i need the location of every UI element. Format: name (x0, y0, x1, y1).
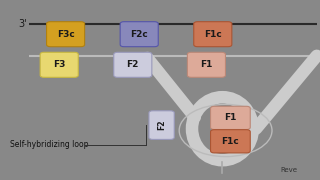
Text: F2: F2 (157, 120, 166, 130)
Text: Self-hybridizing loop: Self-hybridizing loop (10, 140, 88, 149)
FancyBboxPatch shape (46, 22, 84, 47)
Text: Reve: Reve (280, 167, 297, 173)
Text: F1c: F1c (204, 30, 222, 39)
Text: F2c: F2c (130, 30, 148, 39)
FancyBboxPatch shape (114, 52, 152, 77)
Text: 3': 3' (18, 19, 27, 29)
FancyBboxPatch shape (40, 52, 78, 77)
Text: F3c: F3c (57, 30, 75, 39)
Text: F1: F1 (200, 60, 212, 69)
Text: F1: F1 (224, 113, 236, 122)
FancyBboxPatch shape (211, 130, 250, 153)
FancyBboxPatch shape (120, 22, 158, 47)
Text: F2: F2 (127, 60, 139, 69)
FancyBboxPatch shape (188, 52, 225, 77)
FancyBboxPatch shape (211, 106, 250, 130)
Text: F3: F3 (53, 60, 65, 69)
FancyBboxPatch shape (194, 22, 232, 47)
Text: F1c: F1c (221, 137, 239, 146)
FancyBboxPatch shape (149, 111, 174, 140)
